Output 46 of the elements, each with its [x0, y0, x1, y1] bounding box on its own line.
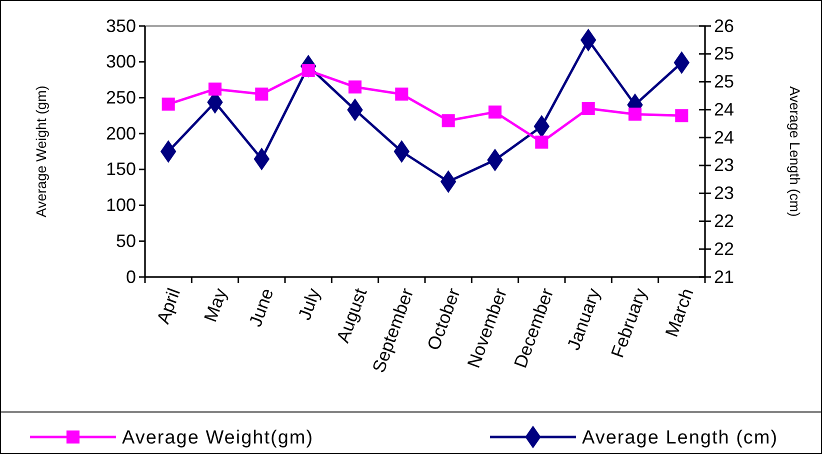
x-tick-label: August [332, 286, 371, 346]
point [254, 148, 270, 170]
y-tick-label: 0 [126, 266, 136, 287]
x-tick-label: May [200, 286, 231, 324]
point [488, 106, 502, 119]
y2-tick-label: 24 [714, 99, 734, 120]
y-tick-label: 150 [106, 159, 136, 180]
legend-label: Average Weight(gm) [122, 428, 314, 449]
legend-label: Average Length (cm) [582, 428, 778, 449]
y2-tick-label: 23 [714, 155, 734, 176]
y-tick-label: 50 [116, 230, 136, 251]
y2-tick-label: 26 [714, 16, 734, 36]
y-tick-label: 300 [106, 52, 136, 72]
point [255, 88, 268, 101]
y2-tick-label: 23 [714, 183, 734, 204]
x-tick-label: April [152, 286, 184, 326]
y2-tick-label: 22 [714, 238, 734, 259]
point [160, 140, 176, 163]
x-tick-label: March [661, 286, 698, 340]
y2-axis-title: Average Length (cm) [787, 86, 803, 217]
y-axis-title: Average Weight (gm) [33, 86, 49, 218]
point [674, 51, 690, 74]
y2-tick-label: 25 [714, 44, 734, 64]
y-tick-label: 100 [106, 195, 136, 216]
point [580, 28, 596, 52]
y2-tick-label: 25 [714, 72, 734, 92]
y2-tick-label: 21 [714, 266, 734, 287]
point [442, 114, 455, 128]
y-tick-label: 200 [106, 123, 136, 144]
point [582, 102, 595, 115]
y-tick-label: 250 [106, 87, 136, 108]
point [348, 80, 362, 94]
point [675, 109, 688, 122]
point [534, 115, 550, 138]
point [535, 136, 548, 149]
y2-tick-label: 24 [714, 127, 734, 148]
y2-tick-label: 22 [714, 210, 734, 231]
y-tick-label: 350 [106, 16, 136, 36]
point [395, 88, 408, 101]
point [162, 98, 175, 111]
x-tick-label: July [294, 286, 324, 323]
point [394, 140, 410, 163]
x-tick-label: June [245, 286, 278, 330]
point [440, 170, 456, 194]
point [628, 108, 642, 121]
point [208, 82, 222, 96]
